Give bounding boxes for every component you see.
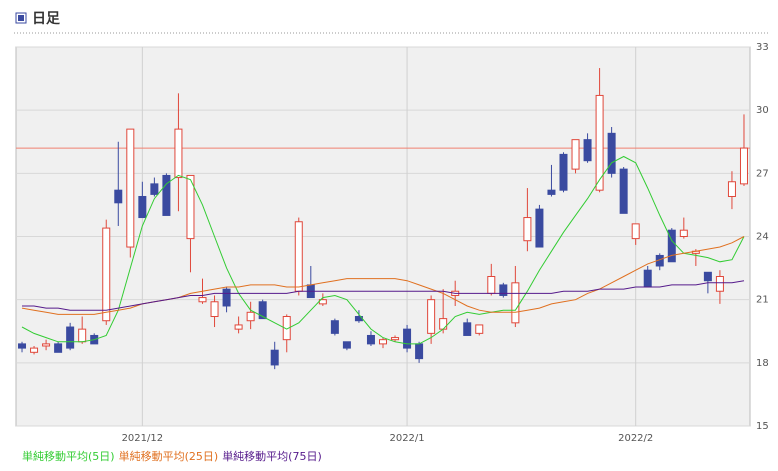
- candle-body: [403, 328, 412, 349]
- y-tick-label: 21: [756, 295, 769, 306]
- x-tick-label: 2021/12: [122, 433, 164, 444]
- candle-body: [559, 153, 568, 191]
- candle-body: [631, 223, 640, 240]
- candle-body: [282, 316, 291, 341]
- candle-body: [619, 168, 628, 214]
- legend-label: 単純移動平均(5日): [22, 449, 115, 463]
- candle-body: [198, 297, 207, 303]
- candle-body: [487, 276, 496, 294]
- candle-body: [330, 320, 339, 334]
- candle-body: [379, 339, 387, 345]
- candle-body: [667, 229, 676, 263]
- candle-body: [679, 229, 688, 238]
- candle-body: [210, 301, 219, 318]
- candle-body: [270, 349, 279, 366]
- candle-body: [246, 311, 255, 322]
- candle-body: [186, 174, 195, 240]
- candle-body: [595, 94, 604, 191]
- candle-body: [511, 282, 520, 324]
- candle-body: [366, 334, 375, 345]
- moving-average-line: [22, 280, 745, 311]
- candle-body: [415, 343, 424, 360]
- candle-body: [439, 318, 448, 330]
- candle-body: [727, 181, 736, 197]
- candle-body: [102, 227, 111, 322]
- candle-body: [391, 337, 400, 341]
- y-tick-label: 27: [756, 168, 769, 179]
- y-tick-label: 33: [756, 42, 769, 53]
- candle-body: [427, 299, 436, 334]
- y-tick-label: 15: [756, 421, 769, 432]
- candle-body: [475, 324, 484, 334]
- candle-body: [715, 276, 724, 292]
- candle-body: [607, 132, 616, 174]
- candle-body: [547, 189, 556, 195]
- candle-body: [18, 343, 27, 349]
- candle-body: [114, 189, 123, 204]
- y-tick-label: 30: [756, 105, 769, 116]
- candle-body: [535, 208, 544, 248]
- candle-body: [234, 324, 243, 330]
- candle-body: [126, 128, 135, 248]
- candle-body: [174, 128, 183, 179]
- candle-body: [739, 147, 748, 185]
- title-icon-inner: [18, 15, 24, 21]
- candle-body: [583, 139, 592, 162]
- candle-body: [342, 341, 351, 349]
- candle-body: [54, 343, 63, 353]
- legend-label: 単純移動平均(75日): [222, 449, 322, 463]
- legend-label: 単純移動平均(25日): [119, 449, 219, 463]
- chart-title: 日足: [32, 11, 61, 27]
- y-tick-label: 24: [756, 232, 769, 243]
- candle-body: [42, 343, 51, 347]
- candle-body: [162, 174, 171, 216]
- x-tick-label: 2022/1: [389, 433, 424, 444]
- candle-body: [523, 217, 532, 242]
- candle-body: [138, 195, 147, 219]
- x-tick-label: 2022/2: [618, 433, 653, 444]
- candle-body: [499, 284, 508, 296]
- candle-body: [78, 328, 87, 343]
- candle-body: [258, 301, 267, 320]
- candle-body: [222, 288, 231, 307]
- candle-body: [294, 221, 303, 292]
- candle-body: [66, 326, 75, 349]
- candle-body: [571, 139, 580, 170]
- candle-body: [463, 322, 472, 336]
- candle-body: [703, 271, 712, 282]
- candle-body: [150, 183, 159, 195]
- candle-body: [643, 269, 652, 288]
- candle-body: [30, 347, 39, 353]
- y-tick-label: 18: [756, 358, 769, 369]
- moving-average-line: [21, 155, 745, 345]
